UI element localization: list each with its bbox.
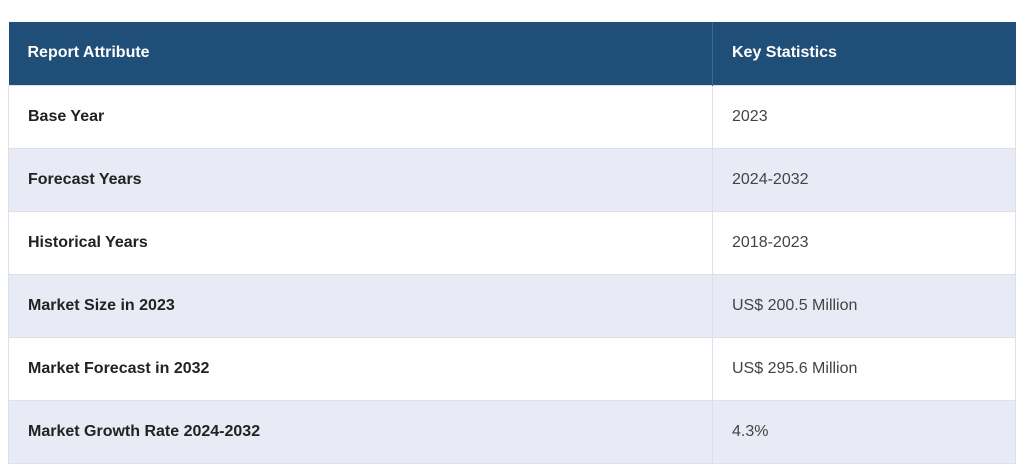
attribute-cell: Market Size in 2023	[8, 273, 713, 338]
attribute-cell: Market Growth Rate 2024-2032	[8, 399, 713, 464]
value-cell: US$ 200.5 Million	[712, 273, 1016, 338]
value-cell: 2018-2023	[712, 210, 1016, 275]
table-body: Base Year 2023 Forecast Years 2024-2032 Hist…	[8, 84, 1016, 464]
table-row: Historical Years 2018-2023	[8, 210, 1016, 275]
value-cell: 2023	[712, 84, 1016, 149]
header-row: Report Attribute Key Statistics	[8, 22, 1016, 85]
attribute-cell: Base Year	[8, 84, 713, 149]
value-cell: 2024-2032	[712, 147, 1016, 212]
attribute-cell: Forecast Years	[8, 147, 713, 212]
attribute-cell: Market Forecast in 2032	[8, 336, 713, 401]
stats-table: Report Attribute Key Statistics Base Yea…	[8, 22, 1016, 464]
value-cell: 4.3%	[712, 399, 1016, 464]
table-row: Market Growth Rate 2024-2032 4.3%	[8, 399, 1016, 464]
value-cell: US$ 295.6 Million	[712, 336, 1016, 401]
table-row: Base Year 2023	[8, 84, 1016, 149]
table-header: Report Attribute Key Statistics	[8, 22, 1016, 85]
header-cell: Report Attribute	[8, 22, 713, 85]
header-cell: Key Statistics	[712, 22, 1016, 85]
attribute-cell: Historical Years	[8, 210, 713, 275]
table-row: Market Size in 2023 US$ 200.5 Million	[8, 273, 1016, 338]
table-row: Market Forecast in 2032 US$ 295.6 Million	[8, 336, 1016, 401]
table-row: Forecast Years 2024-2032	[8, 147, 1016, 212]
